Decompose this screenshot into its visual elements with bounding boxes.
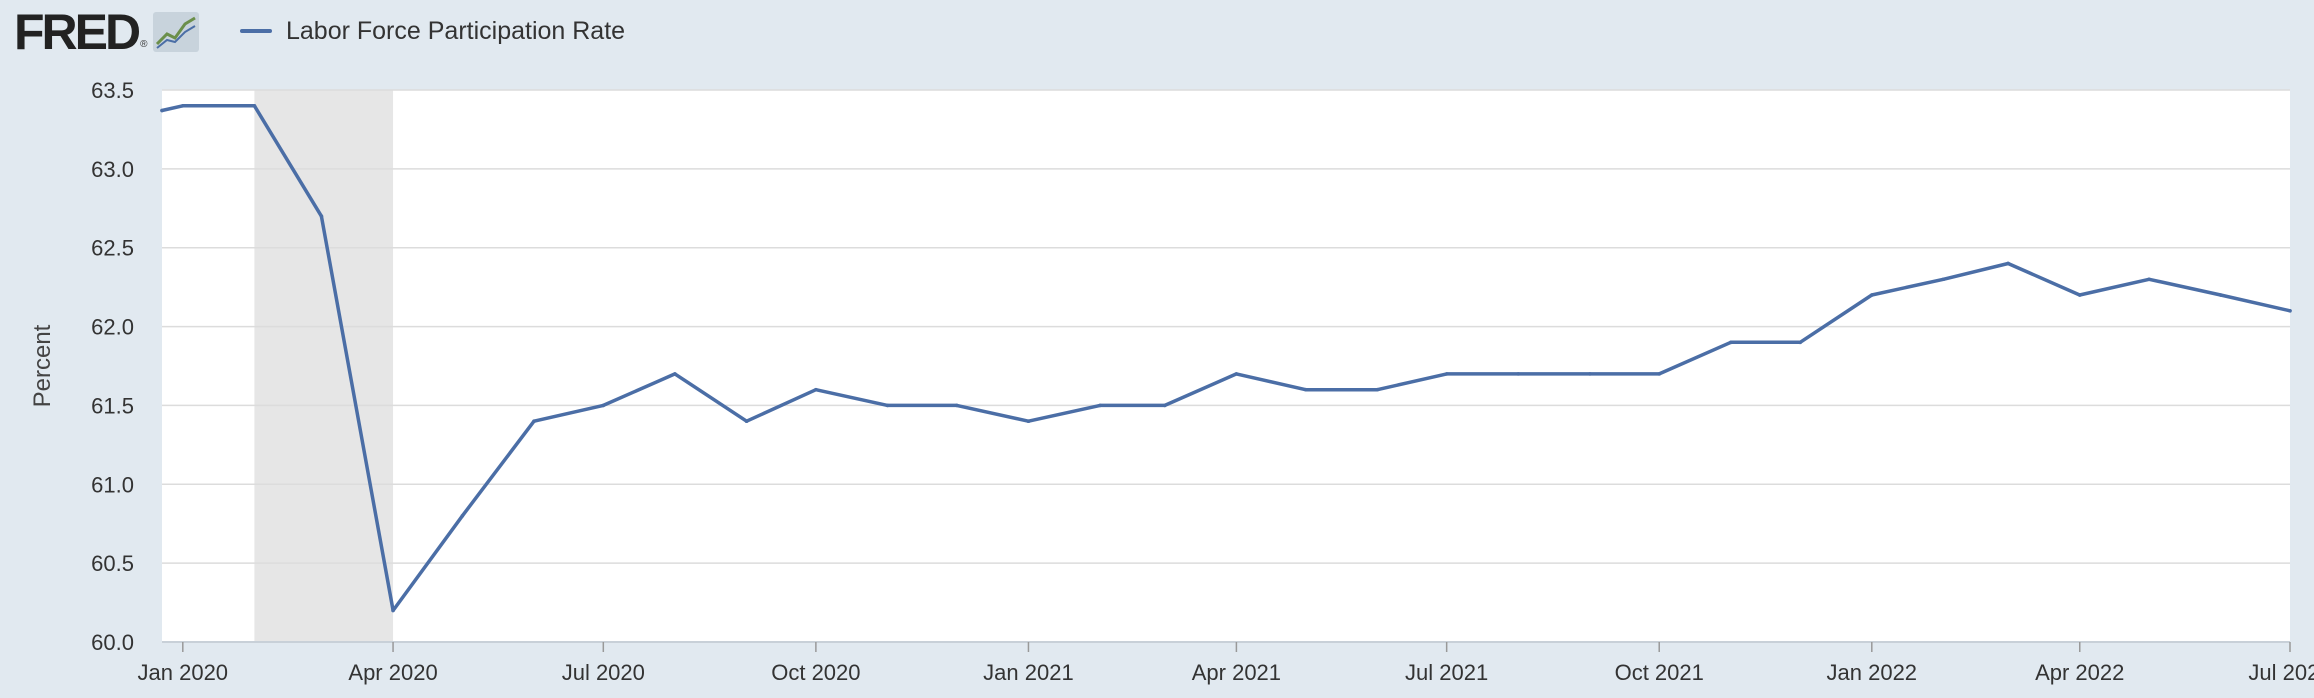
x-tick-label: Jul 2021 (1405, 660, 1488, 685)
y-tick-label: 61.0 (91, 472, 134, 497)
data-point (391, 608, 395, 613)
recession-band (254, 90, 394, 642)
data-point (601, 403, 606, 408)
data-point (2006, 261, 2010, 266)
x-tick-label: Jul 2022 (2248, 660, 2314, 685)
x-tick-label: Apr 2020 (348, 660, 437, 685)
chart-header: FRED ® Labor Force Participation Rate (0, 0, 2314, 62)
x-tick-label: Jan 2020 (138, 660, 229, 685)
chart-legend: Labor Force Participation Rate (240, 12, 625, 50)
logo-text: FRED (14, 4, 141, 60)
data-point (2147, 277, 2151, 282)
data-point (744, 419, 749, 424)
data-point (1729, 340, 1733, 345)
recession-shading-layer (254, 90, 394, 642)
data-point (673, 372, 677, 376)
data-point (319, 214, 324, 218)
y-tick-label: 60.0 (91, 630, 134, 655)
data-point (160, 108, 164, 113)
x-tick-label: Oct 2020 (771, 660, 860, 685)
data-point (1444, 372, 1449, 376)
plot-background (162, 90, 2290, 642)
data-point (460, 514, 465, 518)
data-point (1516, 372, 1521, 376)
y-tick-label: 61.5 (91, 393, 134, 418)
x-tick-label: Jan 2021 (983, 660, 1074, 685)
data-point (2218, 293, 2223, 297)
plot-area (162, 90, 2290, 642)
data-point (885, 403, 890, 408)
gridlines (162, 89, 2290, 564)
data-point (180, 103, 185, 108)
data-point (252, 103, 257, 108)
x-tick-label: Jan 2022 (1827, 660, 1918, 685)
data-point (532, 419, 536, 424)
y-tick-label: 63.0 (91, 157, 134, 182)
series-layer (160, 103, 2292, 613)
data-point (1798, 340, 1802, 345)
data-point (1303, 387, 1308, 392)
data-point (1026, 419, 1031, 424)
series-line (160, 104, 2292, 613)
chart-icon (153, 12, 200, 52)
x-tick-label: Apr 2021 (1192, 660, 1281, 685)
data-point (1162, 403, 1167, 408)
legend-series-swatch (240, 29, 272, 33)
data-point (2288, 309, 2292, 313)
data-point (955, 403, 959, 408)
data-point (814, 387, 818, 392)
fred-logo[interactable]: FRED ® (14, 4, 200, 60)
data-point (2077, 293, 2082, 297)
logo-registered-mark: ® (140, 39, 148, 50)
data-point (1869, 293, 1874, 297)
data-point (1588, 372, 1592, 376)
y-axis-title: Percent (29, 324, 56, 407)
data-point (1098, 403, 1102, 408)
y-axis: 60.0 60.5 61.0 61.5 62.0 62.5 63.0 63.5 (91, 78, 134, 655)
x-tick-label: Jul 2020 (562, 660, 645, 685)
x-axis: Jan 2020 Apr 2020 Jul 2020 Oct 2020 Jan 2021… (138, 641, 2314, 685)
x-tick-label: Apr 2022 (2035, 660, 2124, 685)
y-tick-label: 62.5 (91, 236, 134, 261)
data-point (1234, 372, 1239, 376)
y-tick-label: 60.5 (91, 551, 134, 576)
data-point (1375, 387, 1380, 392)
data-point (1657, 372, 1662, 376)
data-point (1941, 277, 1946, 282)
legend-series-label: Labor Force Participation Rate (286, 16, 626, 45)
y-tick-label: 63.5 (91, 78, 134, 103)
x-tick-label: Oct 2021 (1615, 660, 1704, 685)
y-tick-label: 62.0 (91, 315, 134, 340)
